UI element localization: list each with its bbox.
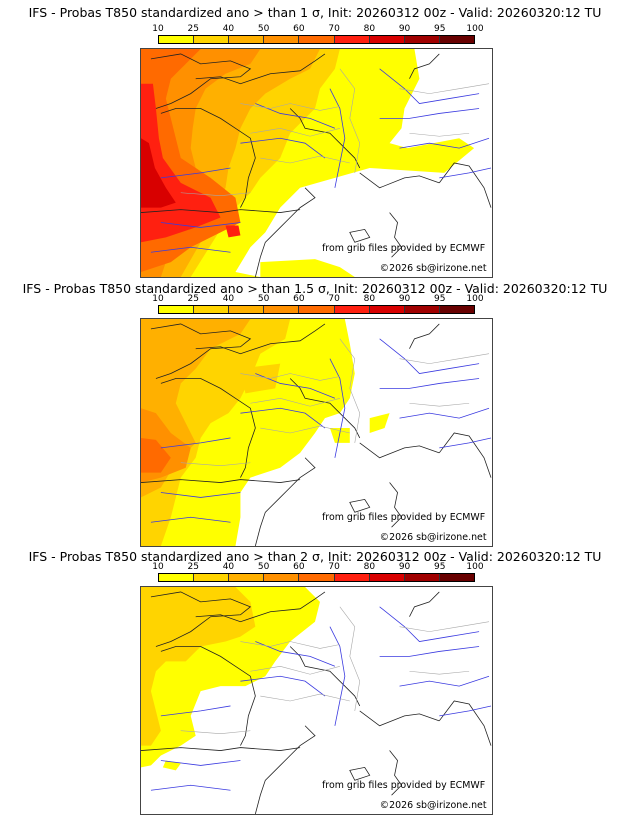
- colorbar-tick-label: 25: [187, 294, 199, 304]
- source-credit-3: from grib files provided by ECMWF: [322, 780, 485, 791]
- prob-field-2: [141, 319, 390, 546]
- colorbar-segment: [369, 306, 405, 313]
- colorbar-3: [158, 573, 475, 582]
- colorbar-segment: [439, 306, 474, 313]
- prob-area-60: [141, 437, 171, 473]
- colorbar-tick-label: 100: [466, 562, 484, 572]
- colorbar-segment: [404, 574, 440, 581]
- prob-area-70: [225, 225, 241, 238]
- panel-1-title: IFS - Probas T850 standardized ano > tha…: [28, 5, 602, 20]
- colorbar-segment: [299, 306, 335, 313]
- colorbar-tick-label: 60: [293, 294, 305, 304]
- prob-area-10: [162, 760, 181, 771]
- colorbar-2-ticks: 10 25 40 50 60 70 80 90 95 100: [152, 294, 483, 304]
- colorbar-tick-label: 90: [398, 294, 411, 304]
- colorbar-segment: [299, 574, 335, 581]
- colorbar-tick-label: 50: [257, 562, 270, 572]
- colorbar-tick-label: 10: [152, 562, 164, 572]
- colorbar-segment: [439, 36, 474, 43]
- prob-area-10: [260, 259, 355, 277]
- colorbar-tick-label: 80: [363, 562, 376, 572]
- colorbar-segment: [229, 36, 265, 43]
- prob-area-25: [141, 587, 256, 746]
- map-2-svg: from grib files provided by ECMWF ©2026 …: [141, 319, 492, 546]
- colorbar-segment: [229, 306, 265, 313]
- coastlines-1: [141, 53, 492, 277]
- coastlines-2: [141, 323, 492, 546]
- colorbar-segment: [404, 306, 440, 313]
- colorbar-segment: [194, 36, 230, 43]
- prob-area-10: [369, 413, 390, 433]
- source-credit-1: from grib files provided by ECMWF: [322, 243, 485, 254]
- colorbar-segment: [334, 574, 370, 581]
- colorbar-tick-label: 60: [293, 24, 305, 34]
- colorbar-tick-label: 40: [222, 24, 235, 34]
- colorbar-segment: [369, 36, 405, 43]
- colorbar-segment: [264, 574, 300, 581]
- map-3-svg: from grib files provided by ECMWF ©2026 …: [141, 587, 492, 814]
- colorbar-tick-label: 80: [363, 24, 376, 34]
- copyright-credit-2: ©2026 sb@irizone.net: [380, 532, 487, 543]
- borders-1: [180, 68, 490, 197]
- colorbar-segment: [334, 36, 370, 43]
- colorbar-segment: [369, 574, 405, 581]
- borders-3: [180, 606, 490, 735]
- colorbar-tick-label: 70: [328, 294, 340, 304]
- colorbar-tick-label: 90: [398, 562, 411, 572]
- coastlines-3: [141, 591, 492, 814]
- colorbar-segment: [299, 36, 335, 43]
- source-credit-2: from grib files provided by ECMWF: [322, 512, 485, 523]
- colorbar-tick-label: 90: [398, 24, 411, 34]
- rivers-1: [150, 68, 492, 253]
- rivers-3: [150, 606, 492, 791]
- map-panel-1: from grib files provided by ECMWF ©2026 …: [140, 48, 493, 278]
- borders-2: [180, 338, 490, 467]
- colorbar-3-ticks: 10 25 40 50 60 70 80 90 95 100: [152, 562, 483, 572]
- colorbar-tick-label: 40: [222, 562, 235, 572]
- colorbar-tick-label: 60: [293, 562, 305, 572]
- colorbar-segment: [334, 306, 370, 313]
- colorbar-tick-label: 95: [434, 562, 446, 572]
- colorbar-segment: [439, 574, 474, 581]
- panel-3-title: IFS - Probas T850 standardized ano > tha…: [28, 549, 602, 564]
- colorbar-tick-label: 25: [187, 24, 199, 34]
- colorbar-1-ticks: 10 25 40 50 60 70 80 90 95 100: [152, 24, 483, 34]
- panel-2-title: IFS - Probas T850 standardized ano > tha…: [22, 281, 608, 296]
- map-panel-2: from grib files provided by ECMWF ©2026 …: [140, 318, 493, 547]
- colorbar-segment: [194, 574, 230, 581]
- colorbar-segment: [159, 306, 195, 313]
- colorbar-segment: [159, 574, 195, 581]
- colorbar-tick-label: 10: [152, 294, 164, 304]
- colorbar-segment: [404, 36, 440, 43]
- colorbar-2: [158, 305, 475, 314]
- colorbar-tick-label: 50: [257, 24, 270, 34]
- colorbar-tick-label: 100: [466, 294, 484, 304]
- colorbar-tick-label: 95: [434, 24, 446, 34]
- colorbar-tick-label: 50: [257, 294, 270, 304]
- colorbar-tick-label: 70: [328, 562, 340, 572]
- colorbar-tick-label: 10: [152, 24, 164, 34]
- colorbar-tick-label: 70: [328, 24, 340, 34]
- copyright-credit-1: ©2026 sb@irizone.net: [380, 263, 487, 274]
- rivers-2: [150, 338, 492, 523]
- prob-field-3: [141, 587, 320, 771]
- colorbar-segment: [264, 36, 300, 43]
- copyright-credit-3: ©2026 sb@irizone.net: [380, 800, 487, 811]
- colorbar-1: [158, 35, 475, 44]
- colorbar-tick-label: 25: [187, 562, 199, 572]
- prob-area-10: [329, 428, 350, 443]
- map-1-svg: from grib files provided by ECMWF ©2026 …: [141, 49, 492, 277]
- colorbar-tick-label: 80: [363, 294, 376, 304]
- colorbar-tick-label: 40: [222, 294, 235, 304]
- prob-area-25: [240, 363, 281, 394]
- prob-area-80: [141, 138, 176, 208]
- colorbar-segment: [159, 36, 195, 43]
- colorbar-segment: [194, 306, 230, 313]
- colorbar-tick-label: 100: [466, 24, 484, 34]
- map-panel-3: from grib files provided by ECMWF ©2026 …: [140, 586, 493, 815]
- colorbar-segment: [264, 306, 300, 313]
- colorbar-segment: [229, 574, 265, 581]
- colorbar-tick-label: 95: [434, 294, 446, 304]
- prob-area-10: [210, 462, 251, 478]
